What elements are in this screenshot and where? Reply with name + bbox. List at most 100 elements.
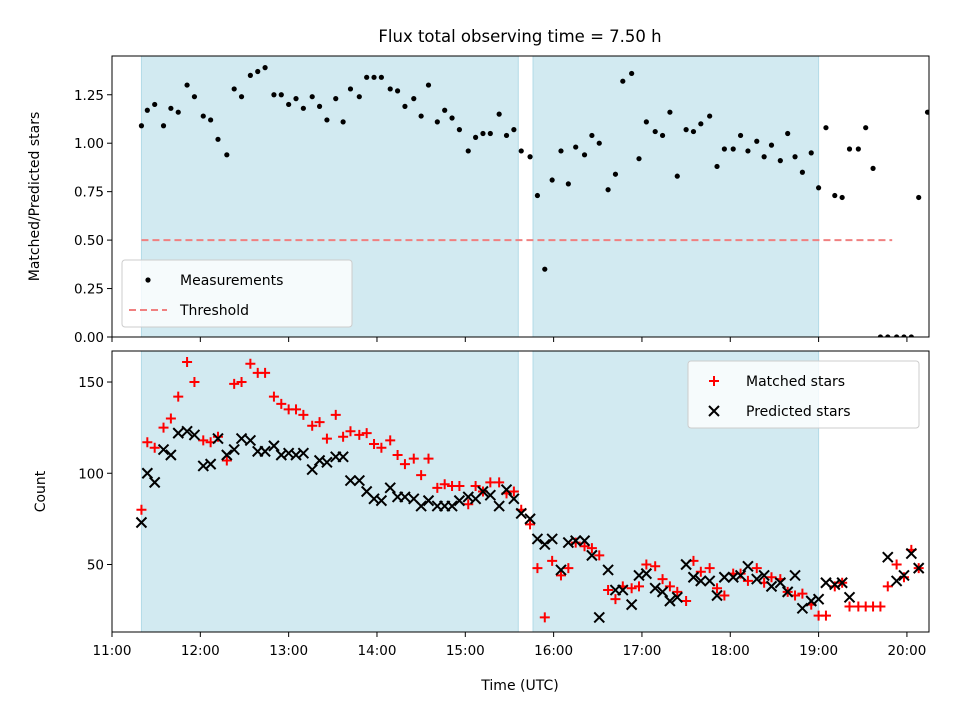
x-tick-label: 11:00 xyxy=(93,643,132,659)
matched-point xyxy=(165,413,176,424)
matched-point xyxy=(634,581,645,592)
matched-point xyxy=(321,433,332,444)
matched-point xyxy=(563,563,574,574)
matched-point xyxy=(345,426,356,437)
measurement-point xyxy=(168,105,174,111)
predicted-point xyxy=(508,493,520,505)
matched-point xyxy=(532,563,543,574)
measurement-point xyxy=(255,68,261,75)
measurement-point xyxy=(823,125,829,131)
measurement-point xyxy=(371,74,377,80)
measurement-point xyxy=(144,107,150,113)
measurement-point xyxy=(768,142,775,148)
measurement-point xyxy=(846,146,853,152)
matched-point xyxy=(555,570,566,581)
matched-point xyxy=(751,563,762,574)
predicted-point xyxy=(188,429,201,441)
predicted-point xyxy=(515,507,527,520)
measurement-point xyxy=(839,194,845,201)
matched-point xyxy=(198,435,209,446)
y-tick-label: 0.00 xyxy=(74,330,104,346)
measurement-point xyxy=(698,121,704,127)
measurement-point xyxy=(754,138,760,144)
predicted-point xyxy=(477,485,489,498)
measurement-point xyxy=(364,74,370,80)
measurement-point xyxy=(138,123,145,129)
x-tick-label: 12:00 xyxy=(181,643,220,659)
measurement-point xyxy=(271,92,277,98)
measurement-point xyxy=(683,127,689,133)
predicted-point xyxy=(321,456,333,469)
predicted-point xyxy=(586,549,598,562)
measurement-point xyxy=(542,266,548,272)
matched-point xyxy=(236,377,247,388)
matched-point xyxy=(354,429,365,440)
predicted-point xyxy=(898,569,910,582)
predicted-point xyxy=(687,571,700,583)
predicted-point xyxy=(843,591,856,604)
measurement-point xyxy=(674,173,680,179)
measurement-point xyxy=(480,130,486,137)
measurement-point xyxy=(924,109,929,115)
measurement-point xyxy=(589,132,595,139)
matched-point xyxy=(330,409,341,420)
matched-point xyxy=(626,583,637,594)
measurement-point xyxy=(511,127,517,133)
predicted-point xyxy=(446,500,458,512)
predicted-point xyxy=(905,547,918,560)
measurement-point xyxy=(496,111,502,117)
predicted-point xyxy=(912,562,925,574)
measurement-point xyxy=(620,78,626,84)
measurement-point xyxy=(707,113,713,119)
measurement-point xyxy=(815,185,822,191)
measurement-point xyxy=(378,74,384,80)
matched-point xyxy=(298,409,309,420)
measurement-point xyxy=(652,128,658,135)
measurement-point xyxy=(667,109,673,115)
measurement-point xyxy=(565,181,571,187)
chart-title: Flux total observing time = 7.50 h xyxy=(378,27,661,46)
legend-marker-predicted xyxy=(708,405,720,417)
measurement-point xyxy=(278,92,284,98)
predicted-point xyxy=(812,593,825,605)
matched-point xyxy=(672,586,683,597)
measurement-point xyxy=(737,132,744,139)
predicted-point xyxy=(695,575,707,587)
matched-point xyxy=(361,428,372,439)
x-axis-label: Time (UTC) xyxy=(480,678,558,694)
legend-label: Matched stars xyxy=(746,374,845,390)
matched-point xyxy=(820,610,831,621)
matched-point xyxy=(719,590,730,601)
matched-point xyxy=(173,391,184,402)
predicted-point xyxy=(882,551,894,563)
matched-point xyxy=(470,481,481,492)
measurement-point xyxy=(191,94,198,100)
predicted-point xyxy=(415,500,427,512)
predicted-point xyxy=(751,573,763,585)
measurement-point xyxy=(449,115,455,121)
measurement-point xyxy=(465,148,471,154)
matched-point xyxy=(136,504,147,515)
predicted-point xyxy=(742,560,754,573)
measurement-point xyxy=(908,334,914,337)
matched-point xyxy=(369,439,380,450)
measurement-point xyxy=(690,128,697,135)
panel-top: 0.00 0.25 0.50 0.75 1.00 1.25 Matched/Predicte… xyxy=(27,55,930,346)
predicted-point xyxy=(718,571,731,583)
measurement-point xyxy=(434,119,440,125)
predicted-point xyxy=(789,569,801,582)
predicted-point xyxy=(157,443,170,456)
axes-frame xyxy=(111,55,930,338)
matched-point xyxy=(610,594,621,605)
predicted-point xyxy=(212,432,224,445)
matched-point xyxy=(158,422,169,433)
measurement-point xyxy=(629,70,635,77)
matched-point xyxy=(494,477,505,488)
predicted-point xyxy=(820,577,832,589)
predicted-point xyxy=(758,569,770,582)
measurement-point xyxy=(347,86,354,92)
measurement-point xyxy=(200,113,206,119)
measurement-point xyxy=(558,148,564,154)
matched-point xyxy=(307,420,318,431)
measurement-point xyxy=(714,163,720,170)
